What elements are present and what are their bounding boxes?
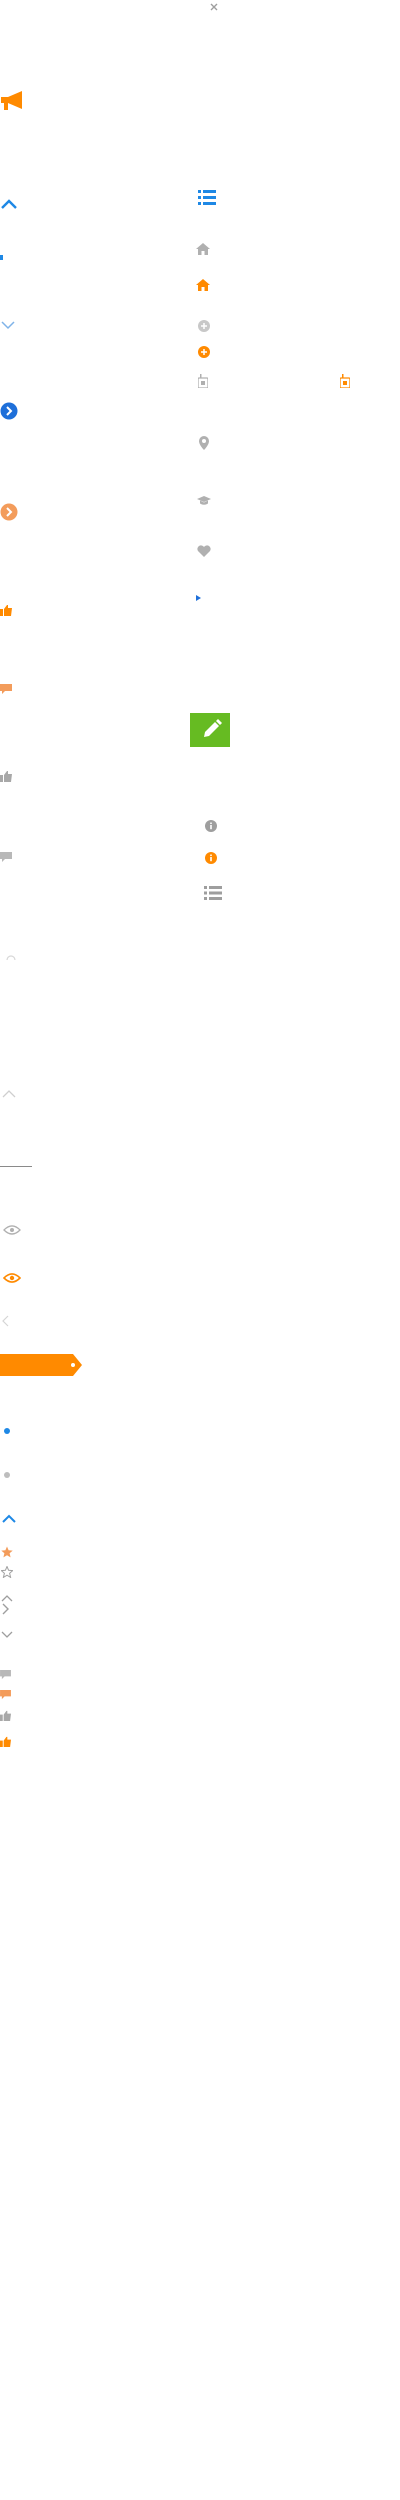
location-pin-gray-icon[interactable] bbox=[199, 436, 209, 450]
chevron-right-gray-icon[interactable] bbox=[2, 1603, 10, 1615]
chevron-up-gray-icon[interactable] bbox=[1, 1594, 13, 1602]
megaphone-icon bbox=[0, 90, 26, 112]
info-gray-icon[interactable] bbox=[205, 820, 217, 832]
thumbs-up-orange-icon[interactable] bbox=[0, 604, 12, 616]
graduation-cap-gray-icon[interactable] bbox=[197, 496, 211, 506]
comment-gray-small-icon[interactable] bbox=[0, 1670, 11, 1680]
chevron-right-circle-orange-icon[interactable] bbox=[0, 503, 18, 521]
orange-tag-banner bbox=[0, 1354, 82, 1376]
blue-dot bbox=[4, 1428, 10, 1434]
chevron-down-icon[interactable] bbox=[0, 320, 16, 330]
plus-circle-gray-icon[interactable] bbox=[198, 320, 210, 332]
chevron-right-circle-icon[interactable] bbox=[0, 402, 18, 420]
blue-marker bbox=[0, 255, 3, 260]
star-orange-icon[interactable] bbox=[1, 1546, 13, 1558]
close-icon[interactable] bbox=[210, 3, 218, 11]
chevron-left-light-icon[interactable] bbox=[1, 1315, 9, 1327]
walkie-talkie-gray-icon[interactable] bbox=[198, 374, 208, 388]
loading-arc-icon bbox=[6, 953, 16, 963]
comment-orange-small-icon[interactable] bbox=[0, 1690, 11, 1700]
thumbs-up-gray-icon[interactable] bbox=[0, 770, 12, 782]
chevron-up-blue-icon[interactable] bbox=[2, 1514, 16, 1523]
walkie-talkie-orange-icon[interactable] bbox=[340, 374, 350, 388]
pencil-icon bbox=[204, 719, 222, 737]
eye-gray-icon[interactable] bbox=[3, 1225, 21, 1235]
chevron-up-icon[interactable] bbox=[0, 198, 18, 210]
comment-orange-icon[interactable] bbox=[0, 684, 12, 695]
thumbs-up-gray-small-icon[interactable] bbox=[0, 1710, 11, 1721]
eye-orange-icon[interactable] bbox=[3, 1273, 21, 1283]
home-orange-icon[interactable] bbox=[196, 279, 210, 291]
star-outline-icon[interactable] bbox=[1, 1566, 13, 1578]
info-orange-icon[interactable] bbox=[205, 852, 217, 864]
thumbs-up-orange-small-icon[interactable] bbox=[0, 1736, 11, 1747]
list-gray-icon[interactable] bbox=[204, 886, 222, 900]
home-gray-icon[interactable] bbox=[196, 243, 210, 255]
edit-pencil-green-button[interactable] bbox=[190, 713, 230, 747]
list-blue-icon[interactable] bbox=[198, 190, 216, 206]
gray-dot bbox=[4, 1472, 10, 1478]
divider-line bbox=[0, 1166, 32, 1167]
chevron-down-gray-icon[interactable] bbox=[1, 1631, 13, 1639]
triangle-right-blue-icon[interactable] bbox=[196, 595, 201, 601]
plus-circle-orange-icon[interactable] bbox=[198, 346, 210, 358]
chevron-up-light-icon[interactable] bbox=[2, 1090, 16, 1098]
comment-gray-icon[interactable] bbox=[0, 852, 12, 863]
heart-gray-icon[interactable] bbox=[197, 545, 211, 557]
